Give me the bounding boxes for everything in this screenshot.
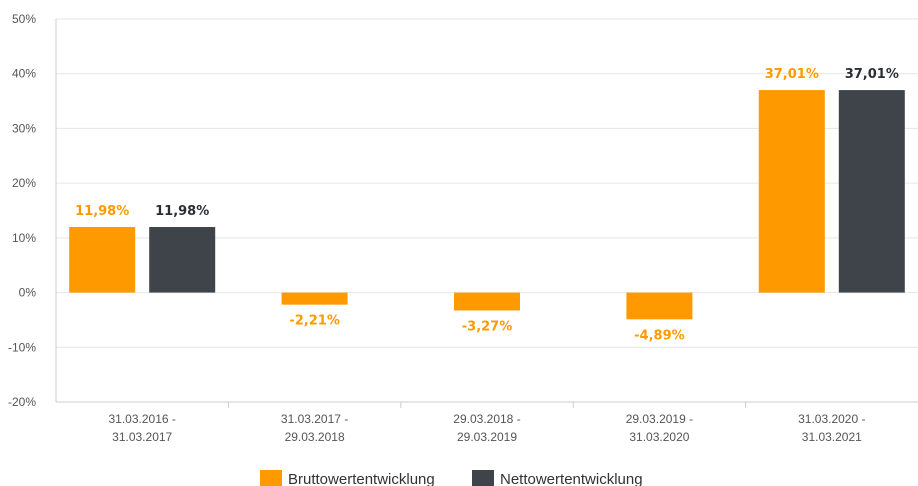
x-tick-label: 29.03.2018 [285,430,345,444]
legend-swatch [472,470,494,486]
data-label: -3,27% [462,319,513,334]
x-tick-label: 31.03.2016 - [109,412,176,426]
data-label: 11,98% [75,204,129,219]
data-label: 37,01% [765,67,819,82]
data-label: -2,21% [289,314,340,329]
y-tick-label: 20% [12,176,36,190]
bar-brutto [69,227,136,293]
x-tick-label: 29.03.2018 - [453,412,520,426]
bar-netto [838,90,905,293]
data-labels: 11,98% 11,98% -2,21% -3,27% -4,89% 37,01% 37,0… [75,67,899,343]
x-tick-label: 31.03.2017 [112,430,172,444]
bar-brutto [626,292,693,320]
y-axis: 50% 40% 30% 20% 10% 0% -10% -20% [8,12,57,409]
y-tick-label: 0% [19,286,37,300]
x-tick-label: 29.03.2019 [457,430,517,444]
bars [69,90,905,320]
y-tick-label: 50% [12,12,36,26]
x-tick-label: 31.03.2020 - [798,412,865,426]
data-label: 11,98% [155,204,209,219]
bar-netto [149,227,216,293]
y-tick-label: 40% [12,67,36,81]
bar-brutto [454,292,520,311]
y-tick-label: 30% [12,121,36,135]
y-tick-label: 10% [12,231,36,245]
legend-label: Bruttowertentwicklung [288,471,435,486]
data-label: 37,01% [845,67,899,82]
legend: Bruttowertentwicklung Nettowertentwicklun… [260,470,643,486]
bar-brutto [281,292,348,305]
y-tick-label: -20% [8,395,36,409]
x-tick-label: 31.03.2021 [802,430,862,444]
bar-brutto [758,90,825,293]
x-tick-label: 31.03.2020 [629,430,689,444]
legend-swatch [260,470,282,486]
data-label: -4,89% [634,328,685,343]
x-tick-label: 29.03.2019 - [626,412,693,426]
y-tick-label: -10% [8,340,36,354]
legend-label: Nettowertentwicklung [500,471,643,486]
x-axis: 31.03.2016 - 31.03.2017 31.03.2017 - 29.03.… [56,401,918,444]
x-tick-label: 31.03.2017 - [281,412,348,426]
